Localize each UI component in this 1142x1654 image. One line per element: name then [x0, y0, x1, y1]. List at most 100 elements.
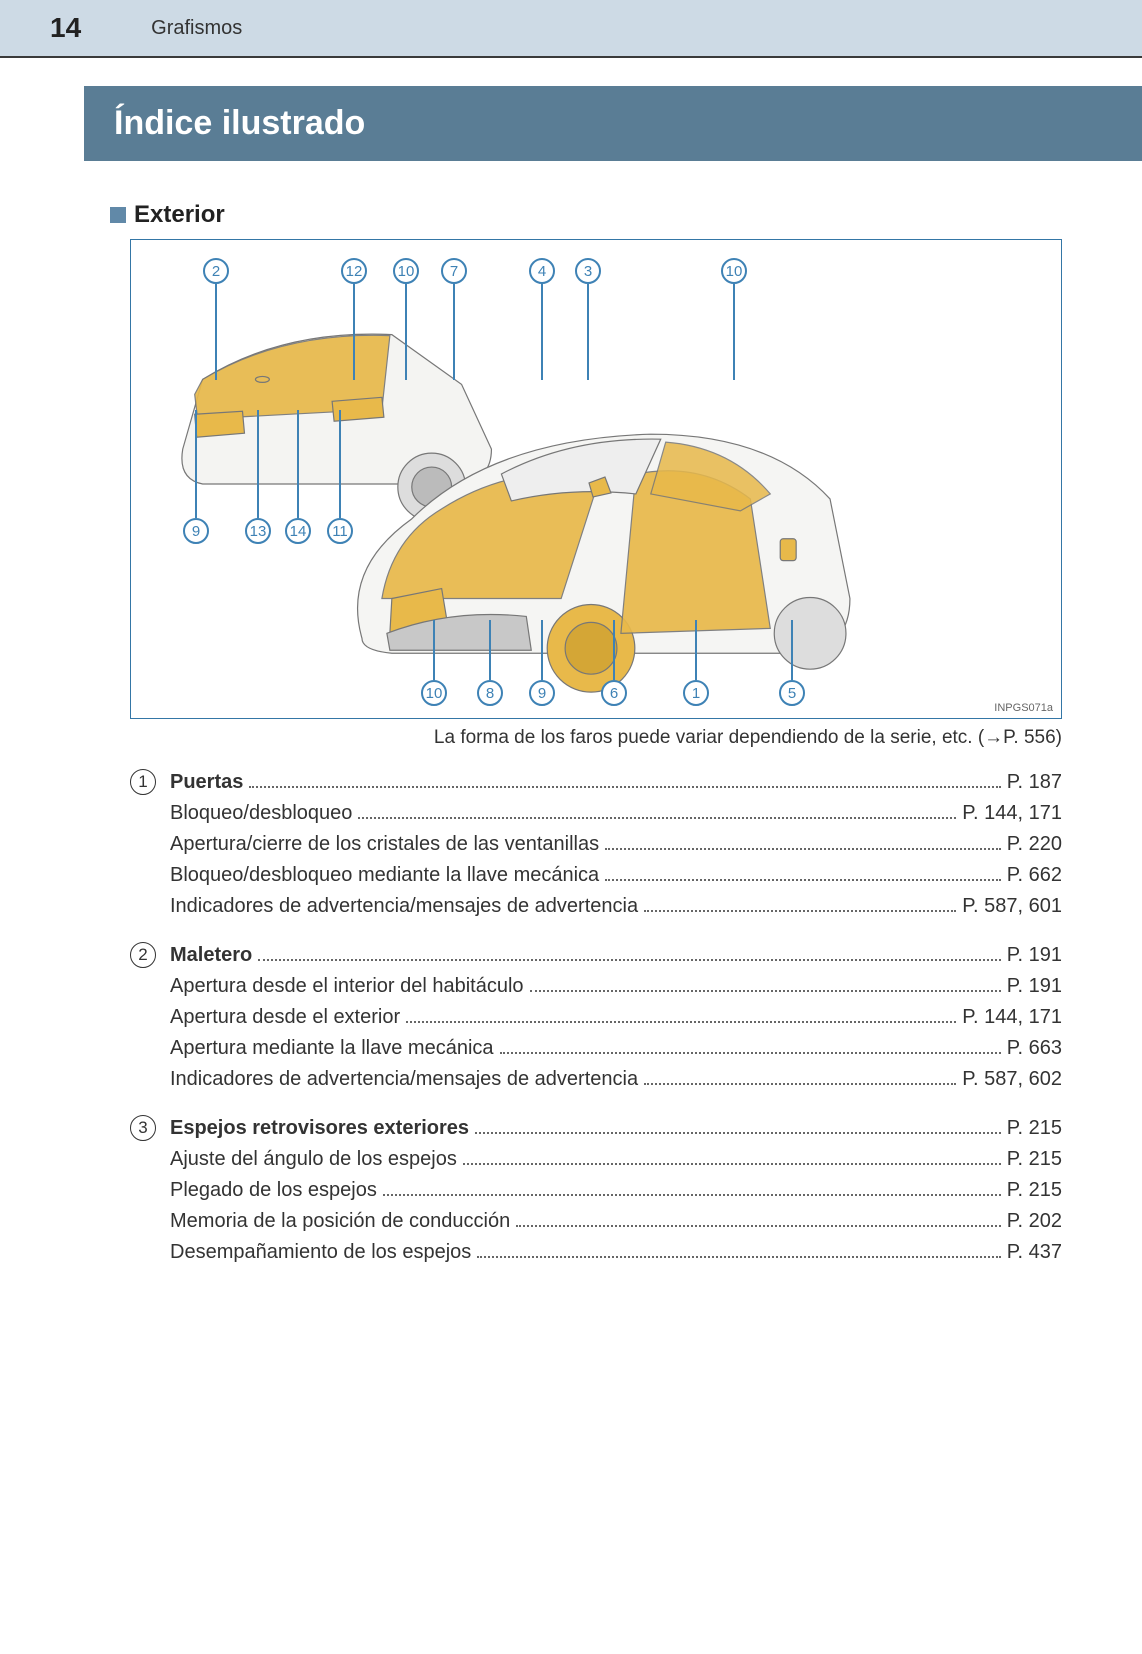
entry-label: Indicadores de advertencia/mensajes de a… [170, 891, 638, 922]
entry-sub-line: Ajuste del ángulo de los espejos P. 215 [170, 1144, 1062, 1175]
callout-lead [405, 284, 407, 380]
callout-lead [257, 410, 259, 518]
entry-sub-line: Indicadores de advertencia/mensajes de a… [170, 891, 1062, 922]
entry-page: P. 191 [1007, 971, 1062, 1002]
leader-dots [477, 1256, 1000, 1258]
entry-page: P. 437 [1007, 1237, 1062, 1268]
page-number: 14 [50, 12, 81, 44]
index-entry: 1Puertas P. 187Bloqueo/desbloqueo P. 144… [130, 767, 1062, 922]
leader-dots [516, 1225, 1001, 1227]
entry-label: Desempañamiento de los espejos [170, 1237, 471, 1268]
entry-sub-line: Apertura mediante la llave mecánica P. 6… [170, 1033, 1062, 1064]
entry-label: Bloqueo/desbloqueo [170, 798, 352, 829]
callout-lead [733, 284, 735, 380]
entry-label: Espejos retrovisores exteriores [170, 1113, 469, 1144]
callout-marker: 14 [285, 518, 311, 544]
callout-lead [297, 410, 299, 518]
callout-lead [695, 620, 697, 680]
entry-head-line: Puertas P. 187 [170, 767, 1062, 798]
callout-lead [195, 410, 197, 518]
callout-lead [613, 620, 615, 680]
entry-page: P. 187 [1007, 767, 1062, 798]
callout-lead [541, 620, 543, 680]
callout-marker: 1 [683, 680, 709, 706]
leader-dots [530, 990, 1001, 992]
entry-label: Indicadores de advertencia/mensajes de a… [170, 1064, 638, 1095]
entry-sub-line: Apertura/cierre de los cristales de las … [170, 829, 1062, 860]
callout-marker: 10 [721, 258, 747, 284]
header-section: Grafismos [151, 17, 242, 40]
entry-page: P. 215 [1007, 1144, 1062, 1175]
leader-dots [463, 1163, 1001, 1165]
callout-lead [587, 284, 589, 380]
entry-page: P. 144, 171 [962, 798, 1062, 829]
entry-label: Maletero [170, 940, 252, 971]
entry-page: P. 215 [1007, 1113, 1062, 1144]
entry-label: Memoria de la posición de conducción [170, 1206, 510, 1237]
car-diagram [131, 240, 1061, 718]
diagram-code: INPGS071a [994, 702, 1053, 714]
callout-lead [433, 620, 435, 680]
entry-number: 1 [130, 769, 156, 795]
callout-marker: 7 [441, 258, 467, 284]
leader-dots [258, 959, 1001, 961]
section-bullet-icon [110, 207, 126, 223]
entry-label: Ajuste del ángulo de los espejos [170, 1144, 457, 1175]
leader-dots [475, 1132, 1001, 1134]
subsection-label: Exterior [134, 201, 225, 229]
callout-marker: 10 [421, 680, 447, 706]
subsection-row: Exterior [110, 201, 1142, 229]
entry-label: Plegado de los espejos [170, 1175, 377, 1206]
entry-page: P. 144, 171 [962, 1002, 1062, 1033]
callout-marker: 3 [575, 258, 601, 284]
entry-sub-line: Indicadores de advertencia/mensajes de a… [170, 1064, 1062, 1095]
leader-dots [605, 848, 1001, 850]
callout-marker: 6 [601, 680, 627, 706]
entry-sub-line: Memoria de la posición de conducción P. … [170, 1206, 1062, 1237]
entry-page: P. 215 [1007, 1175, 1062, 1206]
top-bar: 14 Grafismos [0, 0, 1142, 56]
entry-label: Puertas [170, 767, 243, 798]
leader-dots [358, 817, 956, 819]
callout-lead [489, 620, 491, 680]
entry-sub-line: Apertura desde el interior del habitácul… [170, 971, 1062, 1002]
entry-number: 2 [130, 942, 156, 968]
callout-lead [215, 284, 217, 380]
callout-marker: 8 [477, 680, 503, 706]
leader-dots [500, 1052, 1001, 1054]
leader-dots [605, 879, 1001, 881]
diagram-caption: La forma de los faros puede variar depen… [130, 727, 1062, 749]
callout-lead [791, 620, 793, 680]
callout-lead [339, 410, 341, 518]
diagram-frame: 212107431091314111089615 INPGS071a [130, 239, 1062, 719]
entry-sub-line: Plegado de los espejos P. 215 [170, 1175, 1062, 1206]
entry-page: P. 663 [1007, 1033, 1062, 1064]
entry-label: Apertura/cierre de los cristales de las … [170, 829, 599, 860]
callout-lead [541, 284, 543, 380]
entry-page: P. 202 [1007, 1206, 1062, 1237]
callout-marker: 10 [393, 258, 419, 284]
entry-sub-line: Desempañamiento de los espejos P. 437 [170, 1237, 1062, 1268]
leader-dots [644, 1083, 956, 1085]
entry-head-line: Maletero P. 191 [170, 940, 1062, 971]
leader-dots [406, 1021, 956, 1023]
callout-lead [453, 284, 455, 380]
index-entry: 3Espejos retrovisores exteriores P. 215A… [130, 1113, 1062, 1268]
leader-dots [249, 786, 1000, 788]
callout-marker: 13 [245, 518, 271, 544]
index-entry: 2Maletero P. 191Apertura desde el interi… [130, 940, 1062, 1095]
callout-marker: 2 [203, 258, 229, 284]
callout-marker: 9 [529, 680, 555, 706]
entry-page: P. 587, 602 [962, 1064, 1062, 1095]
callout-marker: 9 [183, 518, 209, 544]
callout-marker: 12 [341, 258, 367, 284]
header-underline [0, 56, 1142, 58]
page-title: Índice ilustrado [84, 86, 1142, 161]
entry-label: Apertura desde el exterior [170, 1002, 400, 1033]
entry-head-line: Espejos retrovisores exteriores P. 215 [170, 1113, 1062, 1144]
entry-page: P. 220 [1007, 829, 1062, 860]
entry-label: Apertura desde el interior del habitácul… [170, 971, 524, 1002]
entry-page: P. 191 [1007, 940, 1062, 971]
entry-number: 3 [130, 1115, 156, 1141]
callout-marker: 5 [779, 680, 805, 706]
